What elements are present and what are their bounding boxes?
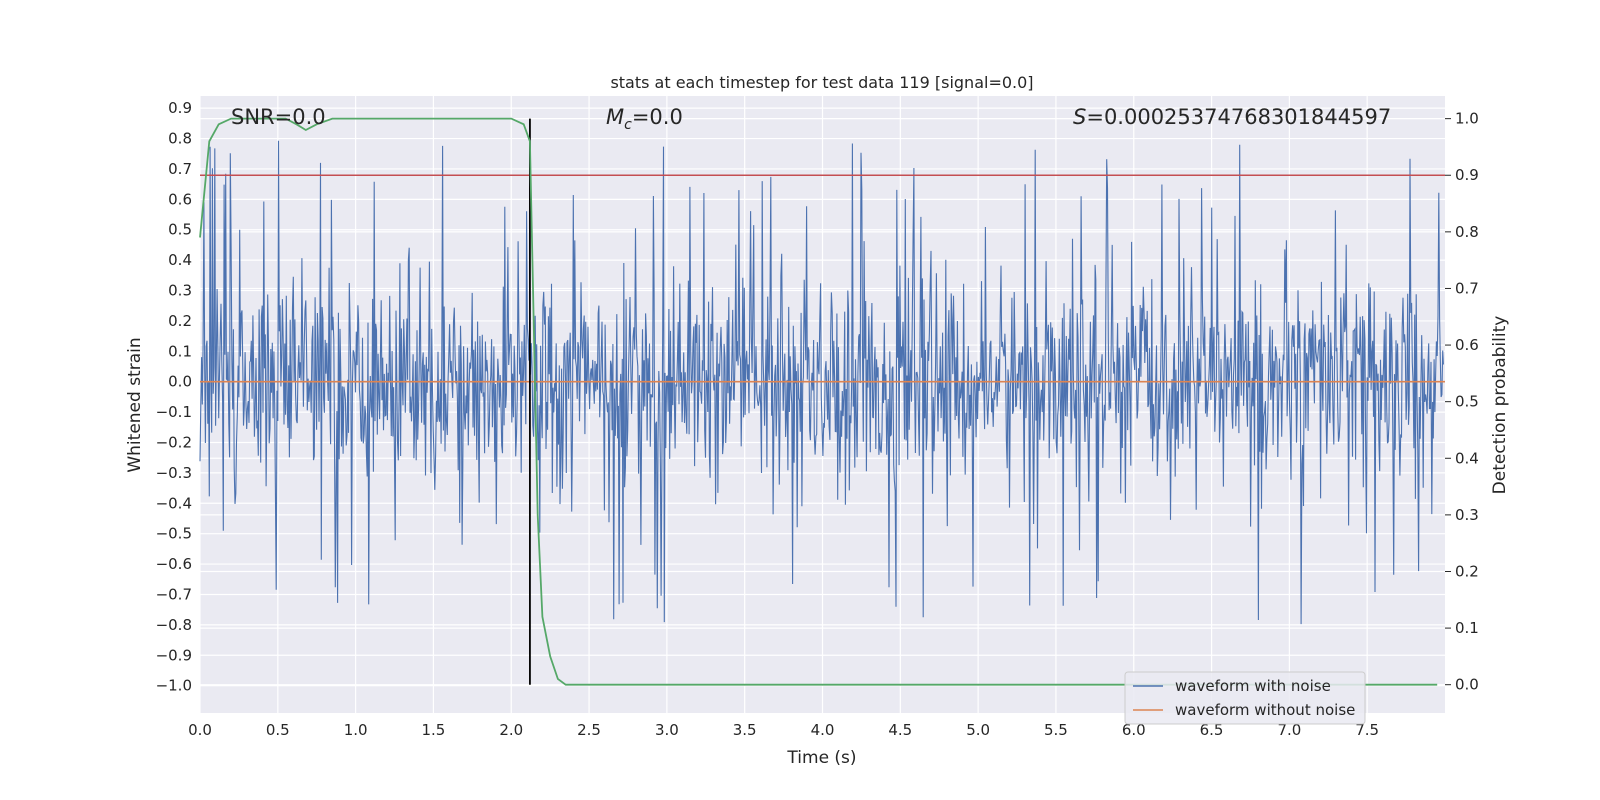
x-tick-label: 3.5 [733,721,757,739]
x-tick-label: 6.0 [1122,721,1146,739]
y-tick-label: −0.6 [156,555,192,573]
x-tick-label: 3.0 [655,721,679,739]
y-tick-label: 0.7 [168,160,192,178]
y2-tick-label: 0.7 [1455,279,1479,297]
chirp-mass-symbol: M [606,105,624,129]
y-axis-label: Whitened strain [125,337,145,472]
legend-label-clean: waveform without noise [1175,701,1355,719]
x-tick-label: 7.0 [1277,721,1301,739]
y-tick-label: −0.8 [156,616,192,634]
y2-tick-label: 1.0 [1455,110,1479,128]
x-tick-label: 1.5 [422,721,446,739]
chirp-mass-subscript: c [624,117,632,133]
x-tick-label: 4.0 [811,721,835,739]
x-tick-label: 0.0 [188,721,212,739]
snr-annotation: SNR=0.0 [231,105,326,129]
x-axis-label: Time (s) [786,748,856,768]
y2-tick-label: 0.9 [1455,166,1479,184]
y-tick-label: 0.8 [168,130,192,148]
y-tick-label: 0.3 [168,282,192,300]
x-tick-label: 1.0 [344,721,368,739]
y-axis-ticks: 0.9 0.8 0.7 0.6 0.5 0.4 0.3 0.2 0.1 0.0 −0.1 −0.2 −0… [156,99,192,694]
y-tick-label: −0.1 [156,403,192,421]
y-tick-label: 0.5 [168,221,192,239]
noise-waveform-line [199,140,1444,625]
y2-tick-label: 0.3 [1455,506,1479,524]
y-tick-label: −0.5 [156,525,192,543]
y-tick-label: −0.4 [156,494,192,512]
x-tick-label: 2.0 [499,721,523,739]
y2-axis-label: Detection probability [1490,316,1510,495]
s-annotation: S=0.00025374768301844597 [1073,105,1391,129]
y-tick-label: 0.4 [168,251,192,269]
series-detection-probability [199,117,1438,686]
x-axis-ticks: 0.0 0.5 1.0 1.5 2.0 2.5 3.0 3.5 4.0 4.5 5.0 5.5 6.0 6… [188,721,1379,739]
chirp-mass-value: =0.0 [632,105,683,129]
detection-probability-line [199,117,1438,686]
x-tick-label: 5.0 [966,721,990,739]
x-tick-label: 2.5 [577,721,601,739]
y-tick-label: 0.1 [168,342,192,360]
x-tick-label: 7.5 [1355,721,1379,739]
y2-tick-label: 0.5 [1455,393,1479,411]
y-tick-label: −0.2 [156,433,192,451]
s-symbol: S [1073,105,1086,129]
y-tick-label: −0.3 [156,464,192,482]
chirp-mass-annotation: Mc=0.0 [606,105,683,133]
y2-tick-label: 0.6 [1455,336,1479,354]
legend: waveform with noise waveform without noi… [1124,671,1366,725]
x-tick-label: 6.5 [1200,721,1224,739]
x-tick-label: 5.5 [1044,721,1068,739]
y-tick-label: 0.0 [168,373,192,391]
y-tick-label: 0.2 [168,312,192,330]
y-tick-label: 0.9 [168,99,192,117]
y-tick-label: 0.6 [168,190,192,208]
legend-box [1124,671,1366,725]
y2-axis-ticks: 1.0 0.9 0.8 0.7 0.6 0.5 0.4 0.3 0.2 0.1 0.0 [1445,110,1479,694]
y2-tick-label: 0.1 [1455,619,1479,637]
s-value: =0.00025374768301844597 [1086,105,1391,129]
y2-tick-label: 0.0 [1455,676,1479,694]
series-waveform-with-noise [199,140,1444,625]
y2-tick-label: 0.2 [1455,562,1479,580]
x-tick-label: 4.5 [888,721,912,739]
y2-tick-label: 0.4 [1455,449,1479,467]
y-tick-label: −0.7 [156,585,192,603]
x-tick-label: 0.5 [266,721,290,739]
y-tick-label: −1.0 [156,677,192,695]
y-tick-label: −0.9 [156,646,192,664]
legend-label-noise: waveform with noise [1175,677,1331,695]
y2-tick-label: 0.8 [1455,223,1479,241]
chart-title: stats at each timestep for test data 119… [610,73,1033,92]
